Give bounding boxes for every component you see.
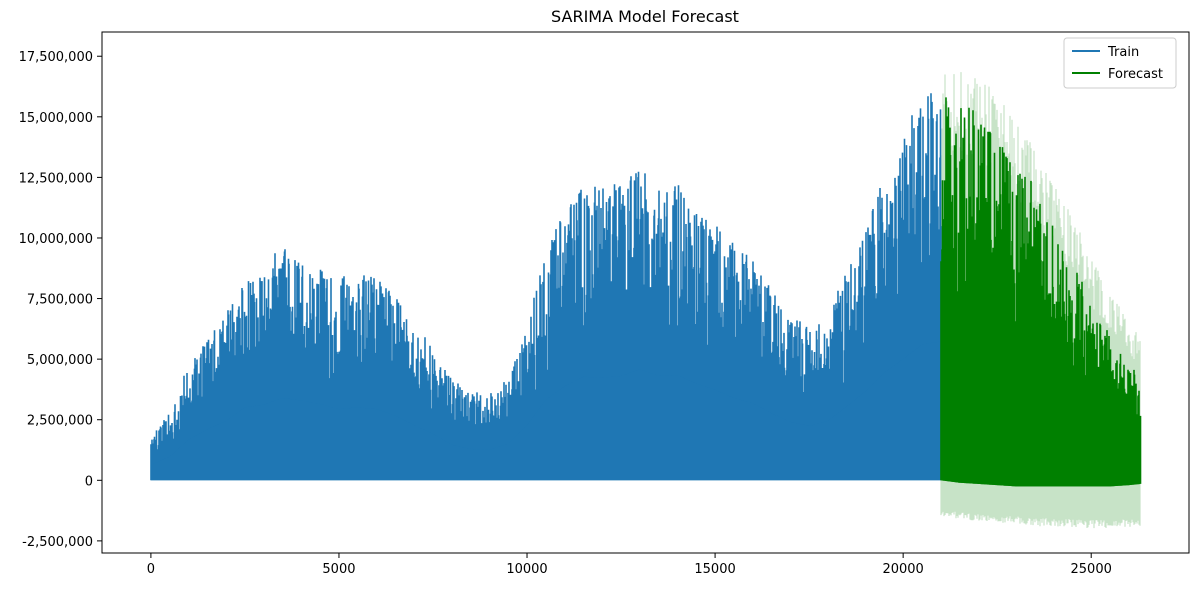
y-tick-label: 5,000,000 [27,353,93,368]
y-tick-label: 2,500,000 [27,414,93,429]
x-tick-label: 10000 [506,562,547,577]
legend-label-train: Train [1107,45,1139,60]
y-tick-label: 15,000,000 [19,111,93,126]
plot-frame [101,31,1190,554]
y-tick-label: 12,500,000 [19,171,93,186]
y-tick-label: 7,500,000 [27,293,93,308]
x-tick-label: 25000 [1071,562,1112,577]
y-tick-label: 17,500,000 [19,50,93,65]
series-forecast-body [940,345,1141,487]
y-tick-label: 0 [85,474,93,489]
y-tick-label: 10,000,000 [19,232,93,247]
series-train-body [150,341,941,481]
plot-area [101,31,1190,554]
x-axis: 0 5000 10000 15000 20000 25000 [147,553,1112,577]
legend-label-forecast: Forecast [1108,67,1163,82]
x-tick-label: 0 [147,562,155,577]
legend: Train Forecast [1063,37,1177,89]
y-tick-label: -2,500,000 [22,535,93,550]
series-layer [150,93,1142,487]
x-tick-label: 20000 [882,562,923,577]
y-axis: -2,500,000 0 2,500,000 5,000,000 7,500,000 10… [19,50,102,550]
chart-title: SARIMA Model Forecast [551,7,739,26]
x-tick-label: 15000 [694,562,735,577]
x-tick-label: 5000 [322,562,355,577]
